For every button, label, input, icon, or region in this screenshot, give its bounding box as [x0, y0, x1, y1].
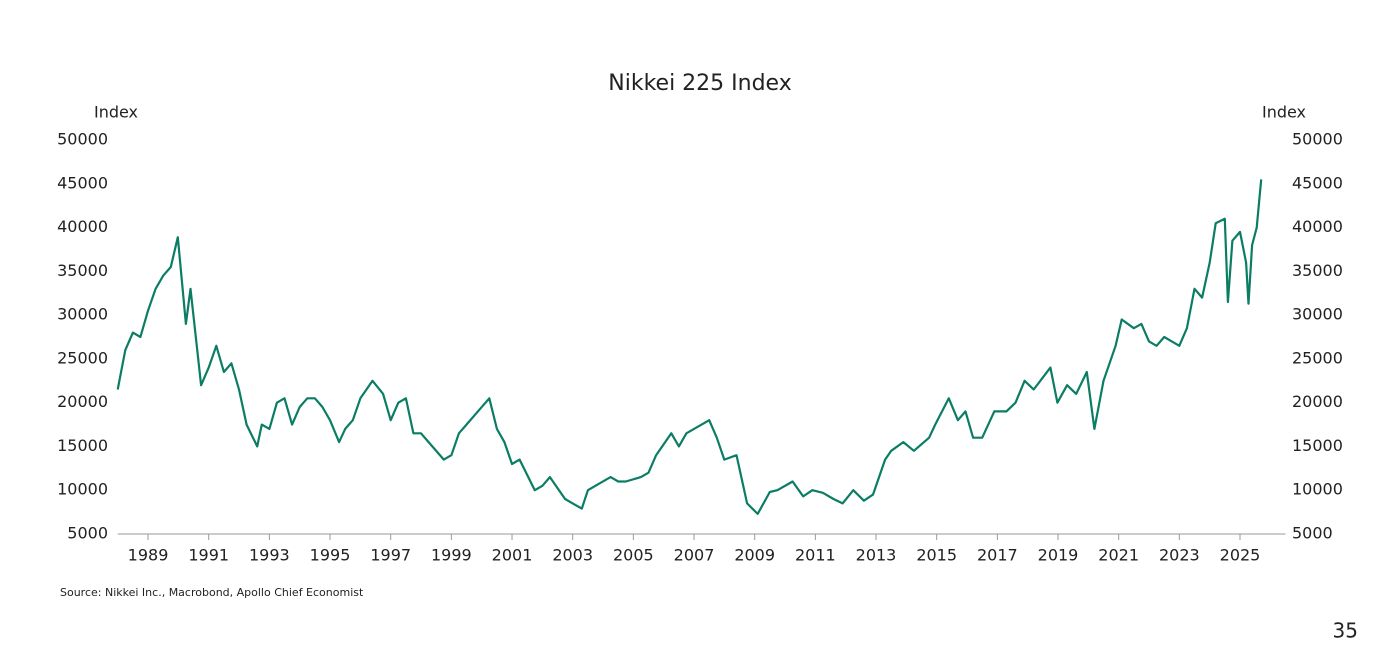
- x-tick-label: 2005: [613, 546, 654, 565]
- y2-tick-label: 50000: [1292, 130, 1343, 149]
- y2-tick-label: 25000: [1292, 348, 1343, 367]
- x-tick-label: 1997: [370, 546, 411, 565]
- x-tick-label: 2009: [734, 546, 775, 565]
- x-tick-label: 1995: [310, 546, 351, 565]
- page-number: 35: [1333, 619, 1358, 643]
- y2-tick-label: 45000: [1292, 173, 1343, 192]
- index-line: [116, 179, 1263, 515]
- y2-tick-label: 10000: [1292, 480, 1343, 499]
- x-tick-label: 2019: [1038, 546, 1079, 565]
- y2-tick-label: 15000: [1292, 436, 1343, 455]
- y-tick-label: 40000: [57, 217, 108, 236]
- x-tick-label: 2001: [492, 546, 533, 565]
- y-tick-label: 25000: [57, 348, 108, 367]
- y-tick-label: 5000: [67, 524, 108, 543]
- x-tick-label: 1993: [249, 546, 290, 565]
- y2-tick-label: 30000: [1292, 305, 1343, 324]
- x-tick-label: 2013: [856, 546, 897, 565]
- x-tick-label: 1989: [128, 546, 169, 565]
- y-tick-label: 45000: [57, 173, 108, 192]
- y2-tick-label: 20000: [1292, 392, 1343, 411]
- x-tick-label: 2011: [795, 546, 836, 565]
- y-tick-label: 35000: [57, 261, 108, 280]
- y-tick-label: 15000: [57, 436, 108, 455]
- chart-title: Nikkei 225 Index: [608, 71, 791, 96]
- x-tick-label: 2021: [1098, 546, 1139, 565]
- y-tick-label: 20000: [57, 392, 108, 411]
- x-tick-label: 2023: [1159, 546, 1200, 565]
- y-axis-label: Index: [94, 103, 138, 122]
- x-tick-label: 2025: [1220, 546, 1261, 565]
- x-tick-label: 1991: [188, 546, 229, 565]
- x-tick-label: 2007: [674, 546, 715, 565]
- source-note: Source: Nikkei Inc., Macrobond, Apollo C…: [60, 586, 364, 599]
- x-tick-label: 2003: [552, 546, 593, 565]
- y-tick-label: 30000: [57, 305, 108, 324]
- y2-tick-label: 40000: [1292, 217, 1343, 236]
- y-tick-label: 10000: [57, 480, 108, 499]
- y2-tick-label: 5000: [1292, 524, 1333, 543]
- x-tick-label: 1999: [431, 546, 472, 565]
- y2-axis-label: Index: [1262, 103, 1306, 122]
- y-tick-label: 50000: [57, 130, 108, 149]
- x-tick-label: 2017: [977, 546, 1018, 565]
- x-tick-label: 2015: [916, 546, 957, 565]
- y2-tick-label: 35000: [1292, 261, 1343, 280]
